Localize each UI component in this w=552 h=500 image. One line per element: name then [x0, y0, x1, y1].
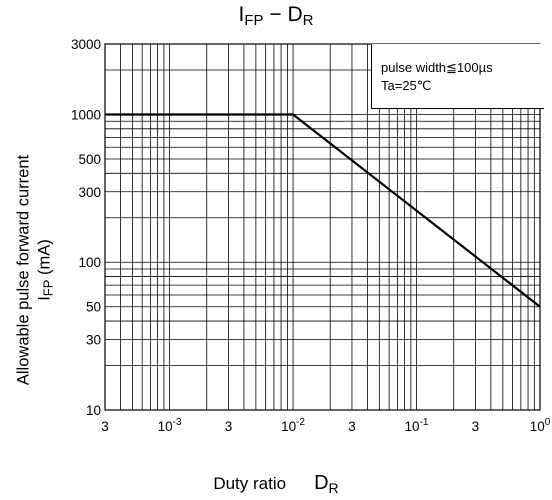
- y-tick-label: 30: [86, 333, 101, 348]
- x-tick-label: 3: [472, 419, 480, 434]
- y-axis-label-symbol: I: [35, 296, 54, 301]
- x-tick-label: 3: [348, 419, 356, 434]
- x-axis-label: Duty ratio DR: [0, 472, 552, 496]
- y-axis-label: Allowable pulse forward current IFP (mA): [6, 90, 66, 450]
- legend-temperature: Ta=25℃: [381, 78, 432, 93]
- y-axis-label-unit: (mA): [35, 239, 54, 275]
- y-tick-label: 100: [78, 255, 101, 270]
- y-tick-label: 3000: [71, 37, 101, 52]
- y-axis-label-line1: Allowable pulse forward current: [14, 154, 33, 386]
- plot-frame: [104, 43, 541, 411]
- x-tick-label: 3: [101, 419, 109, 434]
- y-tick-label: 10: [86, 403, 101, 418]
- legend-box: pulse width≦100µs Ta=25℃: [371, 44, 544, 109]
- x-tick-label: 10-3: [158, 417, 182, 434]
- x-axis-label-symbol: D: [314, 472, 329, 494]
- x-tick-label: 3: [225, 419, 233, 434]
- legend-pulse-width: pulse width≦100µs: [381, 60, 493, 75]
- y-tick-label: 300: [78, 185, 101, 200]
- series-layer: [105, 113, 541, 308]
- x-tick-label: 10-1: [405, 417, 429, 434]
- x-tick-labels: 3 10-3 3 10-2 3 10-1 3 100: [101, 417, 550, 434]
- x-tick-label: 100: [530, 417, 551, 434]
- x-axis-label-subscript: R: [328, 480, 339, 496]
- x-tick-label: 10-2: [281, 417, 305, 434]
- y-tick-label: 500: [78, 152, 101, 167]
- y-tick-labels: 10 30 50 100 300 500 1000 3000: [71, 37, 101, 418]
- y-axis-label-subscript: FP: [40, 279, 56, 297]
- x-axis-label-text: Duty ratio: [213, 474, 287, 493]
- y-tick-label: 1000: [71, 107, 101, 122]
- series-line: [105, 113, 541, 308]
- y-tick-label: 50: [86, 300, 101, 315]
